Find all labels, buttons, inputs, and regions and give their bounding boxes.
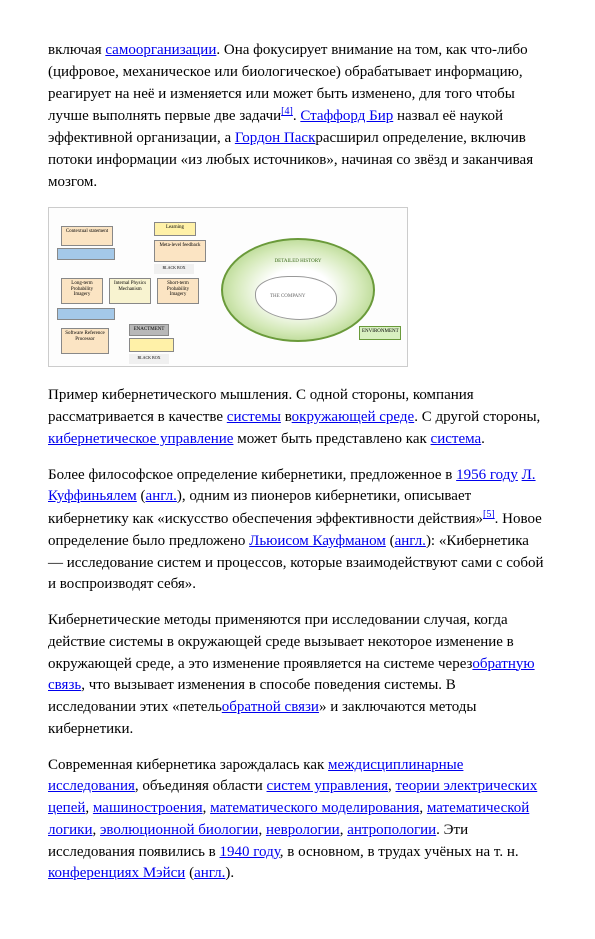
ref-5[interactable]: [5] <box>483 509 495 520</box>
link-neurology[interactable]: неврологии <box>266 822 340 838</box>
diagram-box: Meta-level feedback <box>154 240 206 262</box>
diagram-box: Software Reference Processor <box>61 328 109 354</box>
diagram-box: Short-term Probability Imagery <box>157 278 199 304</box>
paragraph-1: включая самоорганизации. Она фокусирует … <box>48 40 547 193</box>
link-english-3[interactable]: англ. <box>194 865 225 881</box>
link-kaufman[interactable]: Льюисом Кауфманом <box>249 533 386 549</box>
text: ( <box>185 865 194 881</box>
link-cybernetic-control[interactable]: кибернетическое управление <box>48 431 233 447</box>
link-macy-conferences[interactable]: конференциях Мэйси <box>48 865 185 881</box>
link-system-2[interactable]: система <box>431 431 482 447</box>
diagram-box: ENACTMENT <box>129 324 169 336</box>
diagram-box: Long-term Probability Imagery <box>61 278 103 304</box>
text: может быть представлено как <box>233 431 430 447</box>
link-system[interactable]: системы <box>227 409 281 425</box>
link-feedback-2[interactable]: обратной связи <box>222 699 319 715</box>
text: , <box>92 822 100 838</box>
text: ( <box>386 533 395 549</box>
link-1956[interactable]: 1956 году <box>456 467 518 483</box>
text: Современная кибернетика зарождалась как <box>48 757 328 773</box>
link-control-systems[interactable]: систем управления <box>267 778 388 794</box>
diagram-label: BLACK BOX <box>129 354 169 364</box>
link-self-organization[interactable]: самоорганизации <box>105 42 216 58</box>
paragraph-5: Современная кибернетика зарождалась как … <box>48 755 547 886</box>
diagram-box: Internal Physics Mechanism <box>109 278 151 304</box>
link-1940[interactable]: 1940 году <box>220 844 280 860</box>
diagram-box-blue <box>57 248 115 260</box>
link-english-1[interactable]: англ. <box>146 488 177 504</box>
link-evo-bio[interactable]: эволюционной биологии <box>100 822 258 838</box>
text: включая <box>48 42 105 58</box>
diagram-box: Contextual statement <box>61 226 113 246</box>
link-stafford-beer[interactable]: Стаффорд Бир <box>300 108 393 124</box>
text: . <box>481 431 485 447</box>
text: , <box>388 778 396 794</box>
text: в <box>281 409 292 425</box>
text: , <box>203 800 211 816</box>
ref-4[interactable]: [4] <box>281 106 293 117</box>
diagram-company-label: THE COMPANY <box>270 293 306 300</box>
diagram-box <box>129 338 174 352</box>
diagram-label: BLACK BOX <box>154 264 194 274</box>
text: , <box>419 800 427 816</box>
paragraph-3: Более философское определение кибернетик… <box>48 465 547 597</box>
paragraph-2: Пример кибернетического мышления. С одно… <box>48 385 547 450</box>
text: ( <box>137 488 146 504</box>
link-mech-eng[interactable]: машиностроения <box>93 800 203 816</box>
text: Кибернетические методы применяются при и… <box>48 612 514 672</box>
diagram-green-oval: DETAILED HISTORY THE COMPANY <box>221 238 375 342</box>
diagram-green-label: DETAILED HISTORY <box>253 258 343 265</box>
diagram-box-blue <box>57 308 115 320</box>
paragraph-4: Кибернетические методы применяются при и… <box>48 610 547 741</box>
diagram-box: ENVIRONMENT <box>359 326 401 340</box>
link-english-2[interactable]: англ. <box>395 533 426 549</box>
diagram-company-shape: THE COMPANY <box>255 276 337 320</box>
diagram-box: Learning <box>154 222 196 236</box>
text: . С другой стороны, <box>414 409 540 425</box>
cybernetics-diagram: Contextual statement Learning Meta-level… <box>48 207 408 367</box>
text: ). <box>225 865 234 881</box>
text: Более философское определение кибернетик… <box>48 467 456 483</box>
text: , <box>258 822 266 838</box>
link-math-model[interactable]: математического моделирования <box>210 800 419 816</box>
text: , в основном, в трудах учёных на т. н. <box>280 844 519 860</box>
link-anthropology[interactable]: антропологии <box>347 822 436 838</box>
text: , объединяя области <box>135 778 267 794</box>
text: , <box>85 800 93 816</box>
link-gordon-pask[interactable]: Гордон Паск <box>235 130 316 146</box>
link-environment[interactable]: окружающей среде <box>292 409 415 425</box>
